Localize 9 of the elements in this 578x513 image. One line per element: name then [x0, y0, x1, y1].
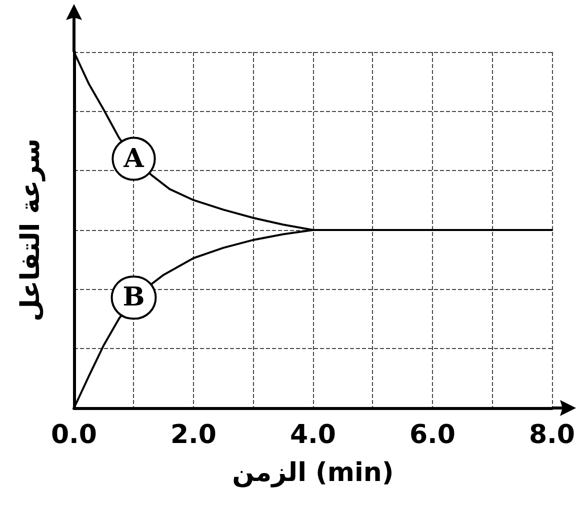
- series-label: A: [122, 144, 145, 174]
- x-tick-label: 6.0: [409, 420, 456, 450]
- x-tick-label: 8.0: [528, 420, 575, 450]
- y-axis-title: سرعة التفاعل: [16, 138, 46, 322]
- series-label: B: [122, 282, 145, 313]
- x-axis-title: الزمن (min): [232, 458, 394, 488]
- x-tick-label: 4.0: [290, 420, 336, 450]
- x-tick-label: 0.0: [50, 420, 98, 450]
- x-tick-label: 2.0: [170, 420, 217, 450]
